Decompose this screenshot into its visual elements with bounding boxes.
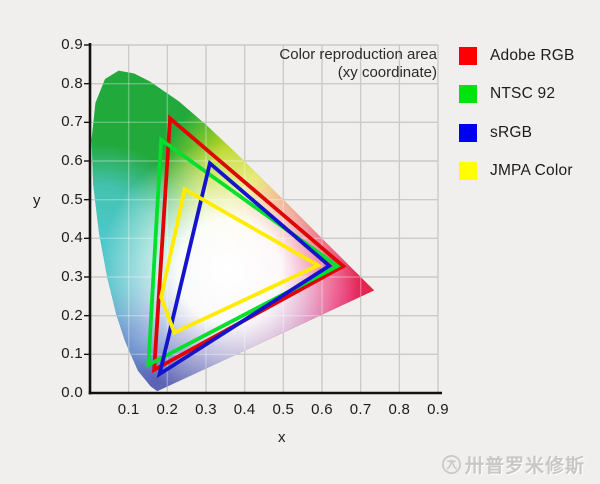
circled-logo-icon xyxy=(442,455,461,474)
y-tick-label-0.0: 0.0 xyxy=(61,384,83,401)
y-tick-label-0.6: 0.6 xyxy=(61,152,83,169)
legend-item-srgb: sRGB xyxy=(459,123,533,142)
legend-label: Adobe RGB xyxy=(490,47,575,64)
legend-label: sRGB xyxy=(490,123,533,141)
y-tick-label-0.1: 0.1 xyxy=(61,345,83,363)
gamut-outline-ntsc-92 xyxy=(146,136,342,369)
gamut-outline-jmpa-color xyxy=(159,186,323,336)
y-tick-label-0.3: 0.3 xyxy=(61,268,83,285)
legend-swatch xyxy=(459,47,477,65)
watermark-text: 卅普罗米修斯 xyxy=(464,456,585,477)
x-tick-label-0.8: 0.8 xyxy=(388,401,411,418)
x-tick-label-0.6: 0.6 xyxy=(311,401,333,418)
legend-swatch xyxy=(459,85,477,104)
legend-label: NTSC 92 xyxy=(490,85,556,103)
x-tick-label-0.9: 0.9 xyxy=(427,401,449,418)
y-tick-label-0.8: 0.8 xyxy=(61,74,83,92)
y-tick-label-0.9: 0.9 xyxy=(61,36,83,53)
axes xyxy=(84,43,442,395)
chromaticity-horseshoe xyxy=(91,70,375,392)
y-axis-label: y xyxy=(33,192,41,209)
gamut-outline-srgb xyxy=(156,159,333,379)
x-tick-label-0.4: 0.4 xyxy=(233,401,256,418)
x-tick-label-0.1: 0.1 xyxy=(117,401,140,418)
legend-swatch xyxy=(459,123,477,142)
chart-title: Color reproduction area (xy coordinate) xyxy=(279,46,437,82)
chart-title-line2: (xy coordinate) xyxy=(337,64,437,81)
x-tick-label-0.7: 0.7 xyxy=(349,401,372,418)
legend-item-jmpa-color: JMPA Color xyxy=(459,162,573,181)
x-tick-label-0.5: 0.5 xyxy=(272,401,295,418)
x-axis-label: x xyxy=(278,429,286,446)
legend-item-ntsc-92: NTSC 92 xyxy=(459,85,556,104)
watermark: 卅普罗米修斯 xyxy=(441,451,585,478)
x-tick-label-0.2: 0.2 xyxy=(156,401,179,418)
legend-label: JMPA Color xyxy=(490,162,573,180)
legend-item-adobe-rgb: Adobe RGB xyxy=(459,47,575,65)
chart-title-line1: Color reproduction area xyxy=(279,46,437,63)
y-tick-label-0.5: 0.5 xyxy=(61,190,83,208)
y-tick-label-0.2: 0.2 xyxy=(61,306,83,324)
y-tick-label-0.7: 0.7 xyxy=(61,113,83,131)
legend-swatch xyxy=(459,162,477,181)
x-tick-label-0.3: 0.3 xyxy=(195,401,217,418)
y-tick-label-0.4: 0.4 xyxy=(61,229,83,247)
